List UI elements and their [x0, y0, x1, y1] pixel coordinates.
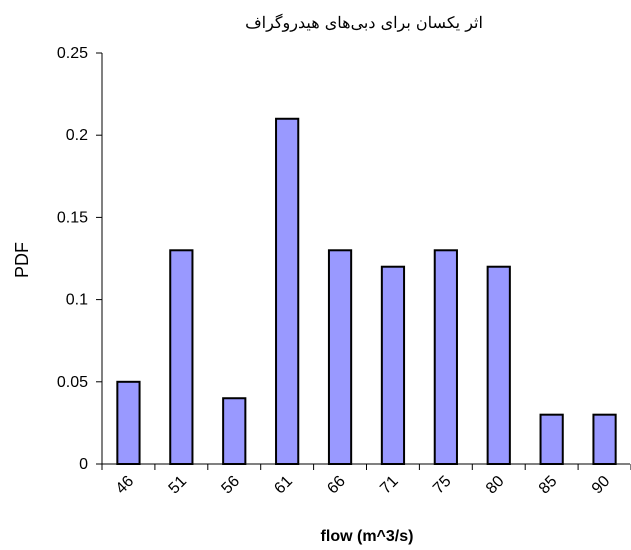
y-tick-label: 0.25	[57, 45, 88, 62]
bar-90	[592, 413, 617, 465]
y-tick-label: 0.2	[66, 127, 88, 144]
x-tick-label: 80	[483, 473, 508, 498]
x-tick-label: 71	[377, 473, 402, 498]
y-tick-label: 0.1	[66, 292, 88, 309]
x-tick-label: 46	[113, 473, 138, 498]
x-tick-label: 56	[218, 473, 243, 498]
x-tick-label: 85	[536, 473, 561, 498]
x-tick-label: 66	[324, 473, 349, 498]
x-tick-label: 90	[589, 473, 614, 498]
bar-46	[116, 380, 141, 465]
x-tick-label: 61	[271, 473, 296, 498]
x-tick-label: 51	[166, 473, 191, 498]
bar-75	[433, 249, 458, 465]
bars	[116, 117, 617, 465]
bar-61	[275, 117, 300, 465]
x-tick-label: 75	[430, 473, 455, 498]
bar-56	[222, 397, 247, 465]
bar-71	[380, 265, 406, 465]
y-tick-label: 0.05	[57, 374, 88, 391]
bar-85	[539, 413, 564, 465]
y-tick-label: 0.15	[57, 209, 88, 226]
bar-51	[169, 249, 194, 465]
y-tick-label: 0	[79, 456, 88, 473]
bar-80	[486, 265, 511, 465]
bar-66	[327, 249, 353, 465]
chart-title: اثر یکسان برای دبی‌های هیدروگراف	[245, 13, 483, 32]
x-axis-label: flow (m^3/s)	[321, 528, 414, 545]
y-axis-label: PDF	[12, 242, 32, 278]
